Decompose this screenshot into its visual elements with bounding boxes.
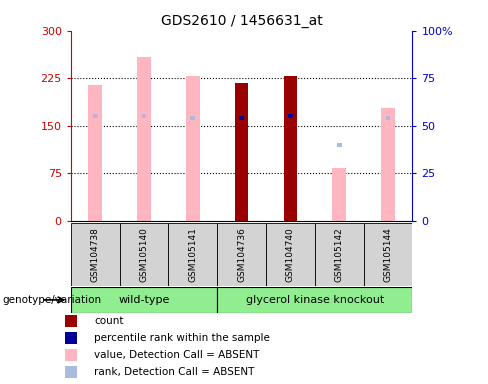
Text: glycerol kinase knockout: glycerol kinase knockout (245, 295, 384, 305)
Bar (168, 223, 217, 286)
Text: GSM104740: GSM104740 (286, 227, 295, 282)
Bar (364, 223, 412, 286)
Text: GSM105144: GSM105144 (384, 227, 392, 282)
Text: GSM105141: GSM105141 (188, 227, 197, 282)
Bar (137, 57, 151, 221)
Bar (315, 223, 364, 286)
Text: genotype/variation: genotype/variation (2, 295, 102, 305)
Bar (337, 142, 342, 147)
Text: wild-type: wild-type (118, 295, 170, 305)
Bar (71, 223, 120, 286)
Text: GSM105142: GSM105142 (335, 227, 344, 282)
Text: GSM104736: GSM104736 (237, 227, 246, 282)
Bar (235, 83, 248, 221)
Text: GSM105140: GSM105140 (140, 227, 148, 282)
Text: percentile rank within the sample: percentile rank within the sample (94, 333, 270, 343)
Title: GDS2610 / 1456631_at: GDS2610 / 1456631_at (161, 14, 323, 28)
Bar (266, 223, 315, 286)
Bar (217, 287, 412, 313)
Bar (239, 116, 244, 120)
Bar (142, 114, 146, 119)
Bar (186, 76, 200, 221)
Bar (217, 223, 266, 286)
Bar (381, 108, 395, 221)
Bar (64, 349, 78, 361)
Bar (71, 287, 217, 313)
Text: count: count (94, 316, 123, 326)
Bar (190, 116, 195, 120)
Bar (120, 223, 168, 286)
Bar (64, 332, 78, 344)
Text: value, Detection Call = ABSENT: value, Detection Call = ABSENT (94, 350, 259, 360)
Text: GSM104738: GSM104738 (91, 227, 100, 282)
Bar (64, 366, 78, 378)
Text: rank, Detection Call = ABSENT: rank, Detection Call = ABSENT (94, 367, 254, 377)
Bar (64, 315, 78, 328)
Bar (288, 114, 293, 119)
Bar (284, 76, 297, 221)
Bar (88, 84, 102, 221)
Bar (386, 116, 390, 120)
Bar (93, 114, 98, 119)
Bar (332, 168, 346, 221)
